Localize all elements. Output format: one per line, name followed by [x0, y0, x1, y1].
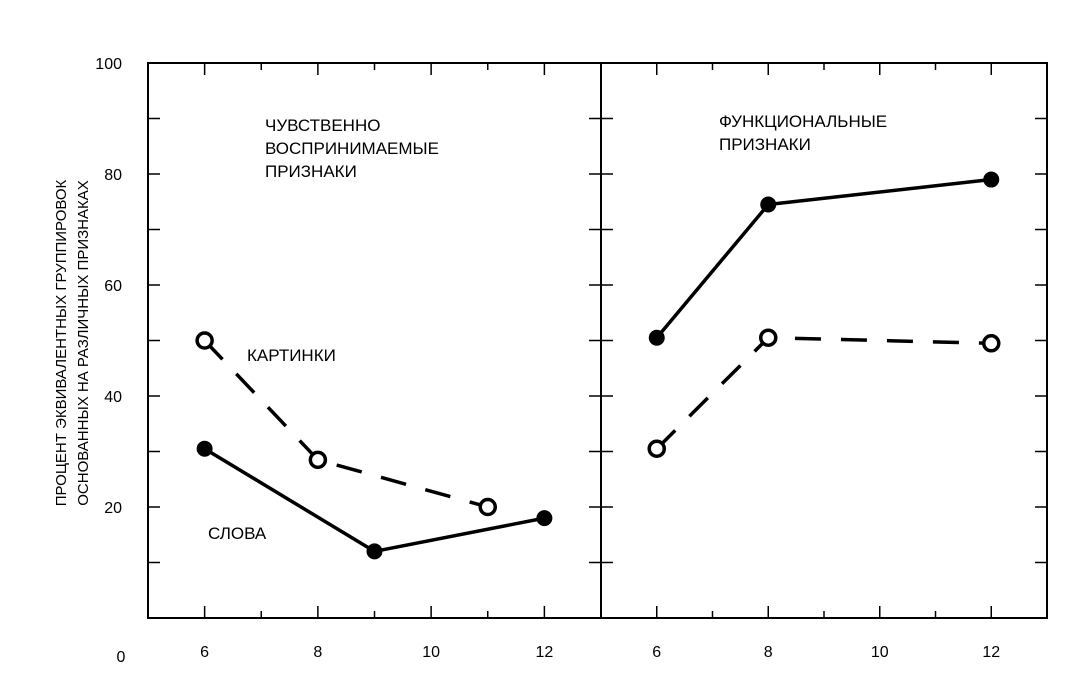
data-point-filled [983, 171, 1000, 188]
series-line [655, 177, 992, 339]
x-tick-label: 8 [313, 644, 322, 661]
series-line [655, 335, 992, 450]
data-point-open [308, 450, 328, 470]
y-tick-label: 40 [104, 389, 122, 406]
y-axis-label-line-2: ОСНОВАННЫХ НА РАЗЛИЧНЫХ ПРИЗНАКАХ [75, 180, 92, 505]
y-tick-label: 20 [104, 500, 122, 517]
data-point-filled [366, 543, 383, 560]
x-origin-label: 0 [117, 649, 126, 666]
labels-layer: ЧУВСТВЕННО ВОСПРИНИМАЕМЫЕ ПРИЗНАКИ КАРТИНКИ… [208, 112, 887, 543]
x-tick-label: 10 [871, 644, 889, 661]
series-line [203, 339, 489, 509]
panel-title-line: ВОСПРИНИМАЕМЫЕ [265, 139, 439, 158]
data-point-open [478, 497, 497, 517]
panel-title-line: ПРИЗНАКИ [719, 135, 811, 154]
y-axis-label: ПРОЦЕНТ ЭКВИВАЛЕНТНЫХ ГРУППИРОВОК ОСНОВА… [53, 179, 92, 506]
data-point-filled [760, 196, 777, 213]
data-point-open [759, 328, 778, 347]
x-tick-label: 6 [200, 644, 209, 661]
x-tick-label: 8 [764, 644, 773, 661]
y-axis-label-line-1: ПРОЦЕНТ ЭКВИВАЛЕНТНЫХ ГРУППИРОВОК [53, 179, 70, 506]
data-point-filled [536, 510, 553, 527]
data-point-filled [196, 440, 213, 457]
data-point-filled [648, 329, 665, 346]
panel-title-line: ПРИЗНАКИ [265, 162, 357, 181]
panel-title-line: ЧУВСТВЕННО [265, 116, 380, 135]
data-point-open [647, 439, 666, 458]
data-point-open [195, 331, 214, 350]
panel-frame-2 [600, 62, 1048, 619]
series-label: КАРТИНКИ [247, 346, 336, 365]
x-tick-label: 12 [982, 644, 1000, 661]
y-tick-label: 80 [104, 167, 122, 184]
x-tick-label: 10 [422, 644, 440, 661]
axis-ticks: 20 40 60 80 100 6 8 10 12 6 8 10 12 [95, 56, 1047, 661]
y-tick-label: 100 [95, 56, 122, 73]
series-label: СЛОВА [208, 524, 267, 543]
panel-title-line: ФУНКЦИОНАЛЬНЫЕ [719, 112, 887, 131]
data-point-open [982, 334, 1001, 353]
series-layer [195, 171, 1001, 560]
x-tick-label: 6 [652, 644, 661, 661]
x-tick-label: 12 [535, 644, 553, 661]
y-tick-label: 60 [104, 278, 122, 295]
